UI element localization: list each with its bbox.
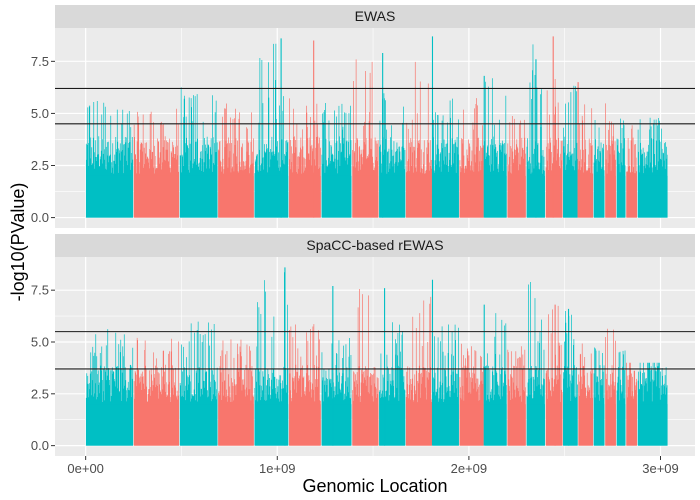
- x-axis-title: Genomic Location: [302, 476, 447, 496]
- chromosome-base: [218, 175, 254, 218]
- panel-rewas: 0.0 2.5 5.0 7.5: [31, 257, 695, 456]
- panel-ewas: 0.0 2.5 5.0 7.5: [31, 28, 695, 228]
- chromosome-base: [563, 404, 578, 446]
- chromosome-base: [289, 404, 321, 446]
- chromosome-base: [563, 175, 578, 218]
- chromosome-base: [352, 175, 379, 218]
- chromosome-base: [507, 404, 526, 446]
- chromosome-base: [254, 175, 289, 218]
- chromosome-base: [638, 404, 668, 446]
- y-tick-label: 0.0: [31, 210, 49, 225]
- x-tick-label: 2e+09: [451, 461, 488, 476]
- chromosome-base: [578, 404, 593, 446]
- chromosome-base: [218, 404, 254, 446]
- y-tick-label: 7.5: [31, 54, 49, 69]
- strip-title-rewas: SpaCC-based rEWAS: [306, 237, 443, 253]
- chromosome-base: [134, 175, 179, 218]
- chromosome-base: [321, 175, 352, 218]
- y-tick-label: 0.0: [31, 438, 49, 453]
- y-tick-label: 5.0: [31, 334, 49, 349]
- y-tick-label: 2.5: [31, 386, 49, 401]
- chromosome-base: [459, 404, 484, 446]
- chromosome-base: [594, 404, 605, 446]
- chromosome-base: [86, 175, 133, 218]
- chromosome-base: [605, 404, 616, 446]
- chromosome-base: [526, 404, 545, 446]
- chromosome-base: [352, 404, 379, 446]
- chromosome-base: [406, 175, 432, 218]
- chromosome-base: [433, 175, 459, 218]
- y-tick-label: 5.0: [31, 106, 49, 121]
- chromosome-base: [626, 404, 637, 446]
- chromosome-base: [379, 404, 406, 446]
- y-tick-label: 2.5: [31, 158, 49, 173]
- chromosome-base: [321, 404, 352, 446]
- x-tick-label: 0e+00: [67, 461, 104, 476]
- chromosome-base: [406, 404, 432, 446]
- chromosome-base: [484, 404, 507, 446]
- x-tick-label: 3e+09: [642, 461, 679, 476]
- x-tick-label: 1e+09: [259, 461, 296, 476]
- chromosome-base: [433, 404, 459, 446]
- chromosome-base: [617, 404, 626, 446]
- chromosome-base: [617, 175, 626, 218]
- chromosome-base: [638, 175, 668, 218]
- chromosome-base: [605, 175, 616, 218]
- chromosome-base: [546, 404, 563, 446]
- chromosome-base: [134, 404, 179, 446]
- strip-rewas: [55, 234, 695, 257]
- chromosome-base: [484, 175, 507, 218]
- y-axis-title: -log10(PValue): [8, 183, 28, 302]
- x-axis: 0e+00 1e+09 2e+09 3e+09: [67, 456, 679, 476]
- strip-title-ewas: EWAS: [355, 8, 396, 24]
- chromosome-base: [459, 175, 484, 218]
- chromosome-base: [180, 175, 218, 218]
- chromosome-base: [180, 404, 218, 446]
- chromosome-base: [289, 175, 321, 218]
- chromosome-base: [86, 404, 133, 446]
- chromosome-base: [594, 175, 605, 218]
- y-tick-label: 7.5: [31, 283, 49, 298]
- strip-ewas: [55, 5, 695, 28]
- chromosome-base: [578, 175, 593, 218]
- chromosome-base: [379, 175, 406, 218]
- chromosome-base: [507, 175, 526, 218]
- chromosome-base: [254, 404, 289, 446]
- chromosome-base: [546, 175, 563, 218]
- chromosome-base: [626, 175, 637, 218]
